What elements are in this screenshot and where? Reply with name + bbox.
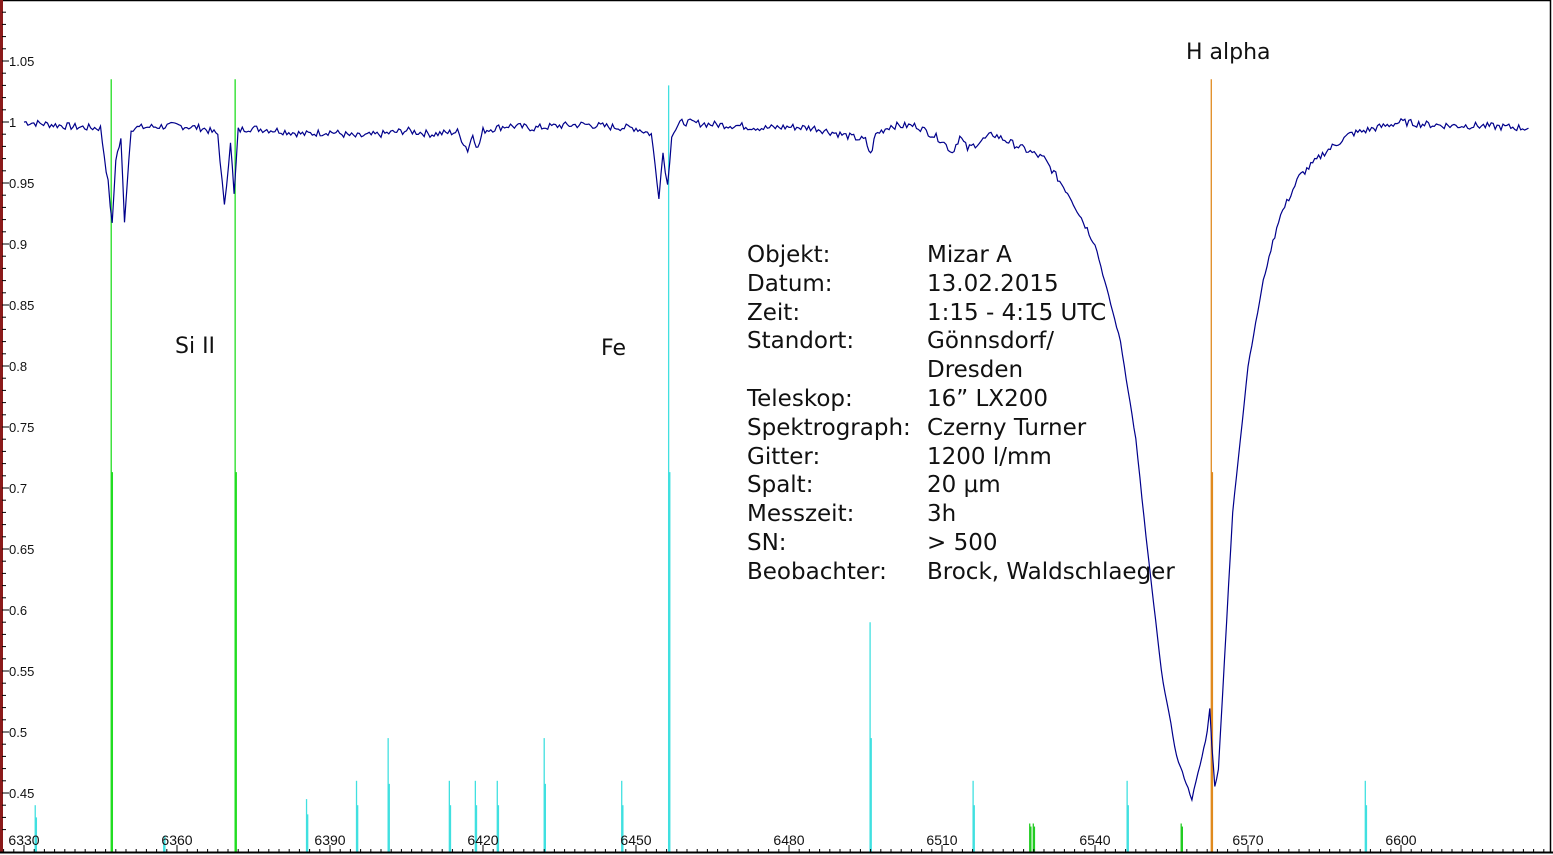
info-row-objekt: Objekt: Mizar A [747,242,1012,268]
label-si-ii: Si II [175,334,216,359]
info-row-beobachter: Beobachter: Brock, Waldschlaeger [747,558,1175,585]
x-tick-label: 6600 [1385,832,1416,848]
x-tick-label: 6510 [926,832,957,848]
y-tick-label: 0.45 [9,786,34,801]
y-tick-label: 0.65 [9,542,34,557]
y-tick-label: 1.05 [9,54,34,69]
x-tick-label: 6330 [8,832,39,848]
y-tick-label: 0.6 [9,603,27,618]
y-tick-label: 0.55 [9,664,34,679]
y-tick-label: 0.9 [9,237,27,252]
y-tick-label: 1 [9,115,16,130]
x-tick-label: 6540 [1079,832,1110,848]
x-tick-label: 6390 [314,832,345,848]
x-tick-label: 6480 [773,832,804,848]
reference-lines [34,79,1368,852]
info-row-spalt: Spalt: 20 µm [747,472,1001,499]
spectrum-line [23,117,1529,803]
x-tick-label: 6570 [1232,832,1263,848]
info-row-standort: Standort: Gönnsdorf/ [747,328,1055,355]
info-row-sn: SN: > 500 [747,529,998,556]
info-row-standort-cont: Dresden [927,357,1024,384]
y-tick-label: 0.85 [9,298,34,313]
info-row-teleskop: Teleskop: 16” LX200 [747,385,1048,412]
y-tick-label: 0.95 [9,176,34,191]
spectrum-polyline [23,117,1529,803]
info-row-zeit: Zeit: 1:15 - 4:15 UTC [747,299,1107,326]
info-row-spektrograph: Spektrograph: Czerny Turner [747,414,1087,441]
label-h-alpha: H alpha [1186,40,1271,65]
y-tick-label: 0.8 [9,359,27,374]
observation-info: Objekt: Mizar A Datum: 13.02.2015 Zeit: 1:1… [747,241,1175,587]
y-tick-label: 0.5 [9,725,27,740]
x-tick-label: 6420 [467,832,498,848]
x-tick-label: 6360 [161,832,192,848]
label-fe: Fe [601,336,626,361]
y-tick-label: 0.75 [9,420,34,435]
info-row-datum: Datum: 13.02.2015 [747,270,1059,297]
x-tick-label: 6450 [620,832,651,848]
info-row-messzeit: Messzeit: 3h [747,501,957,528]
y-tick-label: 0.7 [9,481,27,496]
info-row-gitter: Gitter: 1200 l/mm [747,443,1052,470]
